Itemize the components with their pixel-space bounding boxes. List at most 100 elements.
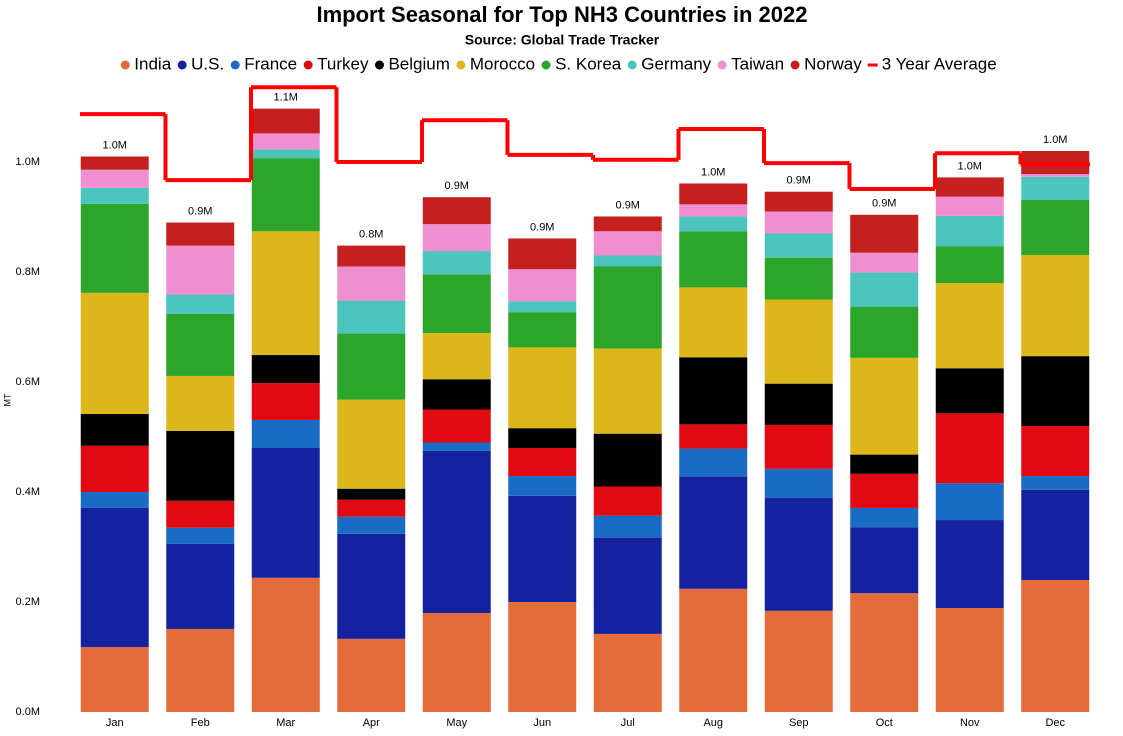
bar-segment bbox=[850, 593, 919, 712]
bar-segment bbox=[679, 448, 748, 477]
x-tick-label: Oct bbox=[876, 717, 893, 729]
bar-segment bbox=[1021, 476, 1090, 490]
bar-segment bbox=[337, 300, 406, 334]
y-tick-label: 0.0M bbox=[16, 706, 40, 718]
bar-segment bbox=[166, 222, 235, 246]
bar-segment bbox=[166, 245, 235, 295]
bar-segment bbox=[850, 306, 919, 358]
bar-segment bbox=[166, 543, 235, 629]
bar-segment bbox=[593, 255, 662, 267]
bar-segment bbox=[166, 628, 235, 712]
legend-label: India bbox=[134, 54, 171, 73]
bar-segment bbox=[764, 299, 833, 384]
bar-segment bbox=[935, 483, 1004, 521]
bar-segment bbox=[764, 233, 833, 258]
bar-segment bbox=[251, 448, 320, 578]
bar-segment bbox=[764, 498, 833, 611]
bar-segment bbox=[166, 294, 235, 314]
bar-segment bbox=[422, 613, 491, 712]
bar-segment bbox=[251, 158, 320, 232]
bar-segment bbox=[251, 383, 320, 420]
bar-segment bbox=[251, 419, 320, 448]
bar-segment bbox=[764, 211, 833, 234]
bar-segment bbox=[251, 133, 320, 150]
bar-segment bbox=[679, 476, 748, 589]
x-tick-label: Mar bbox=[276, 717, 295, 729]
bar-segment bbox=[593, 486, 662, 516]
legend-marker bbox=[456, 60, 466, 70]
bar-segment bbox=[251, 231, 320, 356]
bar-segment bbox=[764, 610, 833, 712]
bar-segment bbox=[508, 428, 577, 448]
bar-segment bbox=[679, 216, 748, 232]
bar-segment bbox=[764, 191, 833, 212]
bar-segment bbox=[935, 246, 1004, 283]
legend-marker bbox=[177, 60, 187, 70]
bar-segment bbox=[80, 187, 149, 204]
total-label: 1.0M bbox=[103, 139, 127, 151]
x-tick-label: Dec bbox=[1045, 717, 1065, 729]
x-tick-label: Apr bbox=[363, 717, 380, 729]
y-tick-label: 0.6M bbox=[16, 376, 40, 388]
bar-segment bbox=[166, 375, 235, 431]
bar-segment bbox=[80, 492, 149, 508]
legend-marker bbox=[230, 60, 240, 70]
bar-segment bbox=[850, 214, 919, 253]
legend-label: Morocco bbox=[470, 54, 535, 73]
legend-marker bbox=[120, 60, 130, 70]
legend-label: Turkey bbox=[317, 54, 369, 73]
bar-segment bbox=[679, 424, 748, 449]
bar-segment bbox=[166, 313, 235, 376]
bar-segment bbox=[422, 450, 491, 613]
bar-segment bbox=[337, 333, 406, 400]
total-label: 1.1M bbox=[274, 92, 298, 104]
legend-marker bbox=[790, 60, 800, 70]
bar-segment bbox=[508, 495, 577, 602]
bar-segment bbox=[593, 537, 662, 634]
bar-segment bbox=[80, 292, 149, 414]
bar-segment bbox=[935, 608, 1004, 712]
y-axis-label: MT bbox=[2, 393, 12, 406]
bar-segment bbox=[337, 488, 406, 500]
y-tick-label: 1.0M bbox=[16, 156, 40, 168]
y-tick-label: 0.4M bbox=[16, 486, 40, 498]
bar-segment bbox=[679, 287, 748, 358]
x-tick-label: Jul bbox=[621, 717, 635, 729]
bar-segment bbox=[935, 368, 1004, 414]
bar-segment bbox=[764, 383, 833, 425]
bar-segment bbox=[593, 348, 662, 434]
legend-label: France bbox=[244, 54, 297, 73]
total-label: 1.0M bbox=[1043, 134, 1067, 146]
bar-segment bbox=[593, 216, 662, 232]
legend-label: Norway bbox=[804, 54, 862, 73]
bar-segment bbox=[337, 399, 406, 489]
total-label: 0.9M bbox=[188, 205, 212, 217]
x-tick-label: Nov bbox=[960, 717, 980, 729]
total-label: 0.9M bbox=[787, 175, 811, 187]
bar-segment bbox=[508, 238, 577, 270]
bar-segment bbox=[935, 520, 1004, 609]
bar-segment bbox=[251, 149, 320, 159]
bar-segment bbox=[850, 507, 919, 528]
bar-segment bbox=[422, 251, 491, 275]
total-label: 0.8M bbox=[359, 229, 383, 241]
bar-segment bbox=[80, 413, 149, 446]
chart-subtitle: Source: Global Trade Tracker bbox=[465, 32, 660, 48]
bar-segment bbox=[1021, 426, 1090, 477]
legend-label: S. Korea bbox=[555, 54, 622, 73]
bar-segment bbox=[166, 527, 235, 544]
total-label: 0.9M bbox=[616, 199, 640, 211]
bar-segment bbox=[508, 269, 577, 302]
bar-segment bbox=[251, 108, 320, 134]
bar-segment bbox=[508, 602, 577, 712]
legend-label: Germany bbox=[641, 54, 711, 73]
legend-marker bbox=[303, 60, 313, 70]
bar-segment bbox=[935, 196, 1004, 216]
bar-segment bbox=[850, 252, 919, 273]
bar-segment bbox=[679, 231, 748, 288]
legend-marker bbox=[374, 60, 384, 70]
y-tick-label: 0.2M bbox=[16, 596, 40, 608]
bar-segment bbox=[850, 272, 919, 307]
chart-title: Import Seasonal for Top NH3 Countries in… bbox=[316, 2, 807, 27]
